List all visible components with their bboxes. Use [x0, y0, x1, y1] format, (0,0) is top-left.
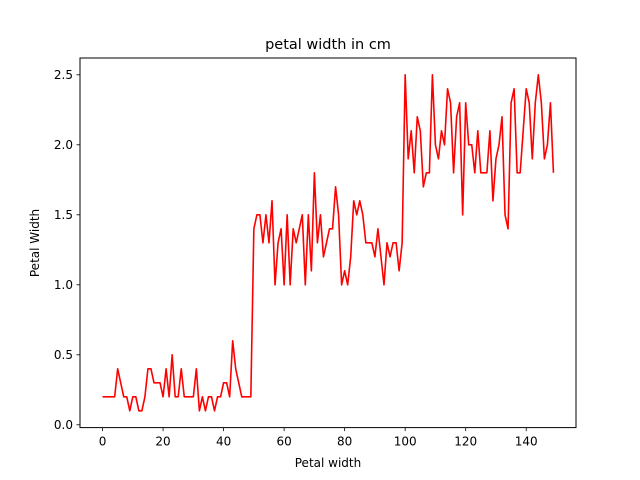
- axes-frame: [79, 57, 577, 429]
- x-tick-label: 0: [99, 435, 107, 449]
- chart-title: petal width in cm: [265, 37, 391, 53]
- x-tick-label: 80: [337, 435, 352, 449]
- y-axis-label: Petal Width: [28, 209, 42, 277]
- y-tick-label: 1.5: [54, 208, 73, 222]
- plot-area: [102, 74, 555, 412]
- x-axis-label: Petal width: [295, 456, 361, 470]
- y-tick-label: 0.5: [54, 348, 73, 362]
- series-line-0: [102, 74, 555, 412]
- x-tick-label: 40: [216, 435, 231, 449]
- x-tick-label: 60: [276, 435, 291, 449]
- y-tick-label: 1.0: [54, 278, 73, 292]
- x-tick-label: 20: [155, 435, 170, 449]
- x-tick-label: 140: [515, 435, 538, 449]
- y-tick-label: 2.5: [54, 68, 73, 82]
- y-tick-label: 0.0: [54, 418, 73, 432]
- y-axis-ticks: 0.0 0.5 1.0 1.5 2.0 2.5: [54, 68, 80, 432]
- x-tick-label: 100: [394, 435, 417, 449]
- x-axis-ticks: 0 20 40 60 80 100 120 140: [99, 427, 538, 449]
- y-tick-label: 2.0: [54, 138, 73, 152]
- x-tick-label: 120: [454, 435, 477, 449]
